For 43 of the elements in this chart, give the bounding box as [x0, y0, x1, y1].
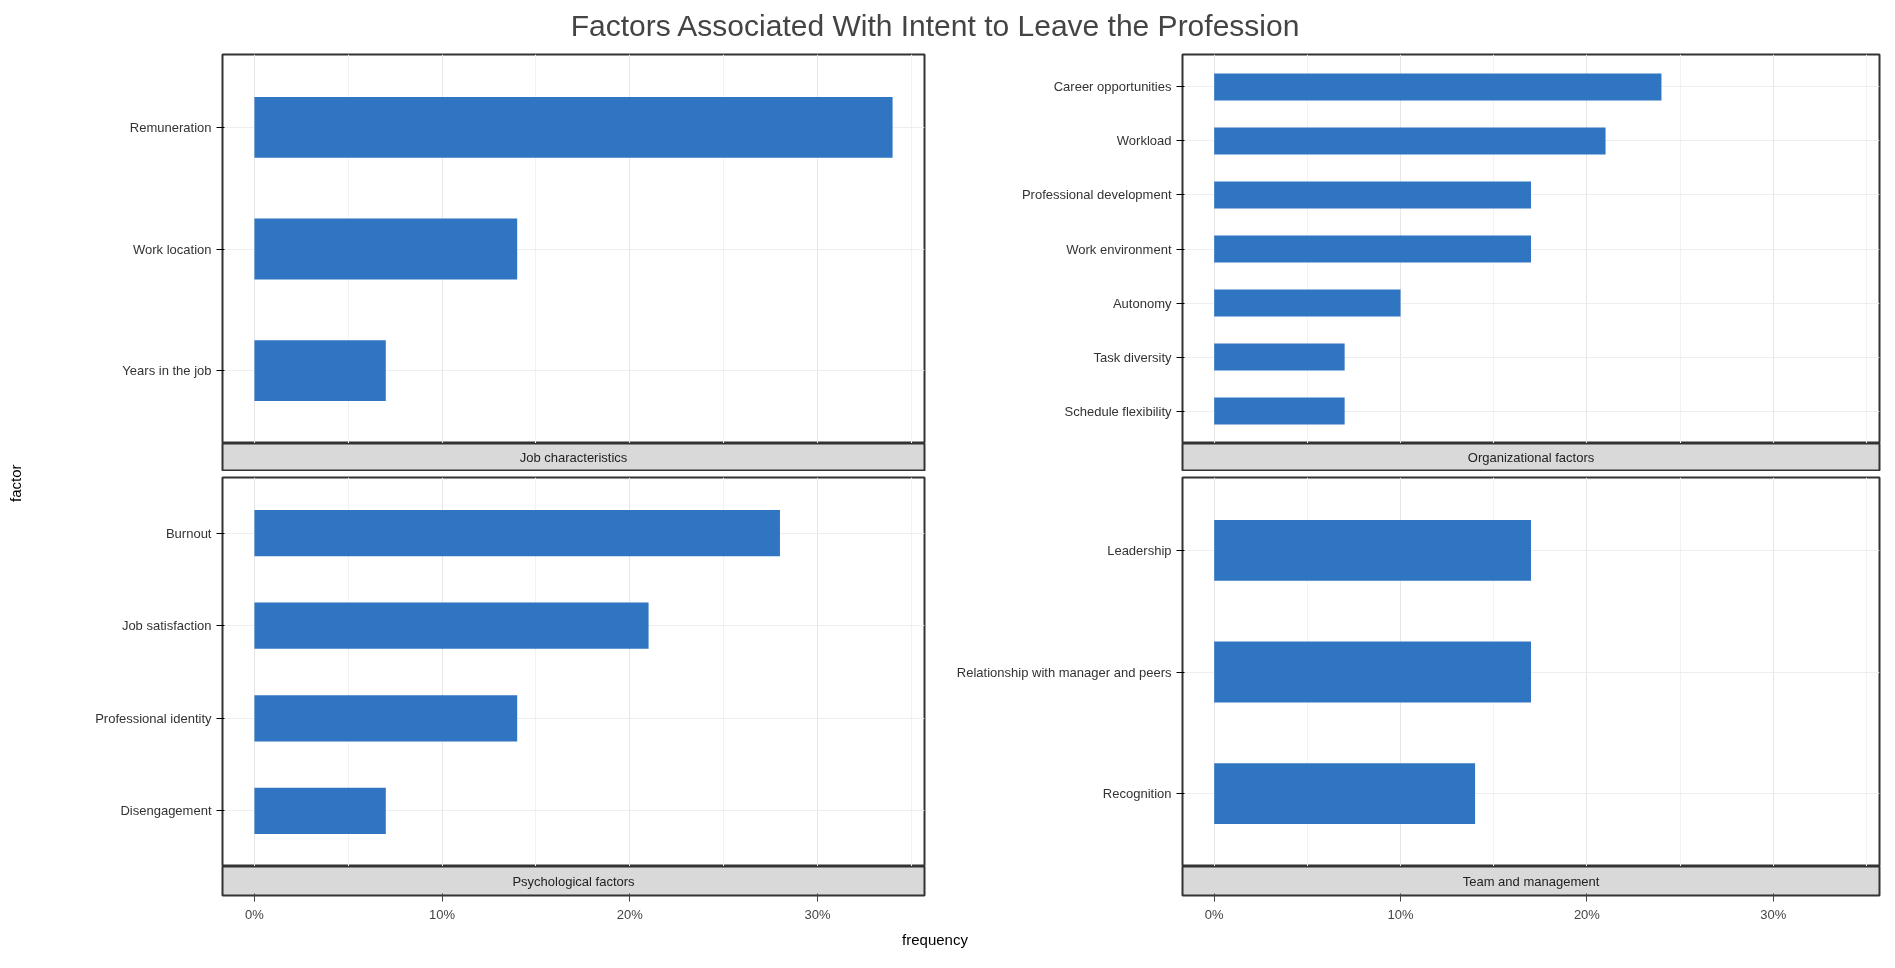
- y-tick-label: Career opportunities: [1053, 79, 1172, 95]
- bar: [1214, 397, 1345, 425]
- bar: [1214, 181, 1531, 209]
- bar: [254, 787, 386, 835]
- text: Job characteristics: [519, 450, 628, 465]
- y-tick-label: Burnout: [165, 525, 212, 541]
- y-tick-label: Work environment: [1066, 241, 1172, 257]
- text: Organizational factors: [1467, 450, 1595, 465]
- y-tick-label: Professional identity: [95, 710, 212, 726]
- y-tick-label: Workload: [1116, 133, 1172, 149]
- x-tick-label: 20%: [616, 906, 644, 922]
- text: Team and management: [1462, 873, 1600, 889]
- bar: [254, 602, 649, 649]
- y-tick-label: Remuneration: [129, 119, 212, 135]
- x-tick-label: 0%: [245, 906, 265, 922]
- bar: [1214, 127, 1606, 155]
- x-axis-title: frequency: [902, 930, 968, 950]
- x-tick-label: 30%: [804, 906, 831, 922]
- x-tick-label: 20%: [1573, 906, 1601, 922]
- bar: [1214, 235, 1531, 263]
- y-tick-label: Work location: [132, 241, 212, 257]
- y-tick-label: Disengagement: [120, 803, 212, 819]
- y-tick-label: Autonomy: [1112, 295, 1172, 311]
- x-tick-label: 30%: [1760, 906, 1787, 922]
- y-tick-label: Job satisfaction: [121, 618, 212, 634]
- y-tick-label: Leadership: [1107, 542, 1172, 558]
- y-tick-label: Relationship with manager and peers: [956, 664, 1172, 680]
- bar: [1214, 73, 1662, 101]
- y-tick-label: Years in the job: [122, 363, 212, 379]
- y-tick-label: Recognition: [1102, 786, 1172, 802]
- y-tick-label: Task diversity: [1093, 349, 1172, 365]
- y-axis-title: factor: [6, 464, 25, 502]
- bar: [254, 509, 780, 557]
- bar: [1214, 289, 1401, 317]
- y-tick-label: Schedule flexibility: [1064, 403, 1172, 419]
- y-tick-label: Professional development: [1021, 187, 1172, 203]
- text: Factors Associated With Intent to Leave the Profession: [570, 8, 1300, 44]
- x-tick-label: 0%: [1204, 906, 1225, 922]
- text: Psychological factors: [512, 873, 636, 889]
- bar: [254, 695, 518, 742]
- x-tick-label: 10%: [429, 906, 456, 922]
- x-tick-label: 10%: [1387, 906, 1414, 922]
- bar: [1214, 343, 1345, 371]
